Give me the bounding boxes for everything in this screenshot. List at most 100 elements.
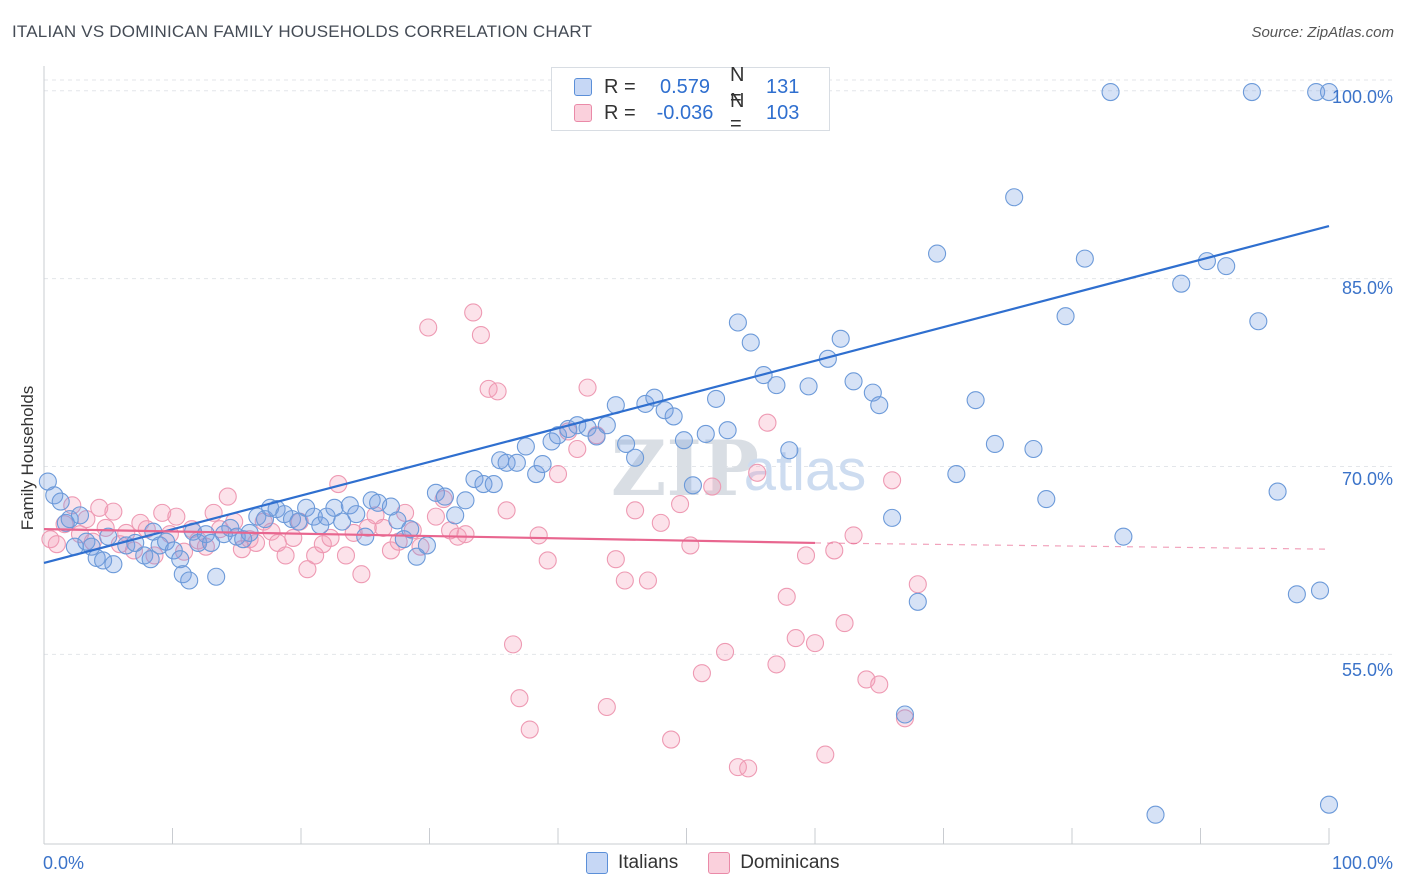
dominicans-point (471, 325, 490, 345)
italians-point (347, 505, 366, 524)
dominicans-point (835, 614, 854, 633)
n-label: N = (730, 64, 745, 109)
dominicans-point (825, 541, 844, 560)
dominicans-trend-line-extension (814, 542, 1330, 550)
watermark-zip: ZIP (611, 424, 759, 513)
r-label: R = (604, 101, 636, 124)
dominicans-point (568, 439, 587, 459)
italians-point (1024, 439, 1043, 459)
dominicans-point (538, 551, 557, 570)
italians-point (626, 448, 645, 467)
dominicans-point (298, 560, 317, 579)
source-label: Source: ZipAtlas.com (1251, 24, 1394, 41)
italians-point (928, 244, 947, 263)
n-value: 131 (766, 75, 800, 98)
chart-title: ITALIAN VS DOMINICAN FAMILY HOUSEHOLDS C… (12, 22, 593, 41)
dominicans-point (681, 536, 700, 555)
italians-point (844, 372, 863, 391)
stats-legend: R = 0.579 N = 131 R = -0.036 N = 103 (551, 64, 830, 135)
italians-point (741, 333, 760, 352)
grid-lines (44, 79, 1394, 655)
italians-point (333, 512, 352, 531)
italians-point (985, 434, 1004, 454)
italians-point (1249, 312, 1268, 331)
dominicans-point (456, 525, 475, 544)
dominicans-point (777, 587, 796, 606)
italians-point (484, 475, 503, 494)
italians-point (1319, 795, 1339, 814)
italians-point (141, 550, 160, 569)
dominicans-point (626, 501, 645, 520)
italians-point (388, 511, 407, 530)
italians-point (1037, 490, 1056, 509)
dominicans-point (389, 532, 408, 551)
italians-point (325, 498, 344, 517)
axes (43, 66, 1330, 845)
legend-row-italians: R = 0.579 N = 131 (574, 64, 800, 109)
watermark: ZIP atlas (611, 424, 866, 513)
dominicans-point (597, 697, 616, 717)
italians-point (60, 510, 79, 529)
legend-item-dominicans[interactable]: Dominicans (708, 852, 839, 874)
y-tick-label: 70.0% (1341, 469, 1393, 489)
dominicans-point (638, 571, 658, 590)
italians-point (908, 592, 927, 611)
italians-point (655, 401, 674, 420)
n-value: 103 (766, 101, 800, 124)
italians-point (707, 389, 726, 408)
italians-point (548, 426, 568, 445)
dominicans-point (870, 675, 889, 694)
dominicans-point (488, 382, 507, 401)
dominicans-point (218, 487, 237, 506)
dominicans-point (411, 537, 430, 556)
dominicans-point (748, 463, 767, 482)
dominicans-point (90, 498, 109, 517)
y-tick-label: 55.0% (1341, 660, 1393, 680)
italians-point (104, 555, 123, 574)
dominicans-point (615, 571, 634, 590)
italians-point (401, 520, 420, 539)
italians-point (516, 437, 535, 456)
dominicans-point (578, 378, 597, 397)
italians-point (1242, 82, 1261, 102)
italians-point (1172, 274, 1191, 293)
italians-point (171, 550, 190, 569)
italians-point (70, 506, 90, 525)
dominicans-point (529, 526, 548, 545)
italians-point (696, 424, 715, 444)
italians-point (94, 551, 113, 570)
dominicans-point (352, 565, 371, 584)
italians-point (180, 571, 199, 590)
r-label: R = (604, 75, 636, 98)
italians-point (407, 547, 426, 566)
italians-point (1307, 82, 1326, 102)
dominicans-point (374, 518, 393, 537)
legend-item-italians[interactable]: Italians (586, 852, 678, 874)
italians-point (780, 441, 799, 460)
italians-point (617, 434, 636, 454)
italians-point (497, 453, 516, 472)
dominicans-point (419, 318, 438, 337)
dominicans-point (464, 303, 483, 322)
dominicans-point (497, 501, 516, 520)
dominicans-point (104, 502, 123, 521)
italians-point (895, 705, 915, 724)
italians-point (1310, 581, 1330, 600)
dominicans-point (63, 496, 82, 515)
dominicans-point (548, 464, 568, 484)
dominicans-point (758, 413, 777, 432)
italians-point (1056, 307, 1075, 326)
dominicans-point (692, 664, 711, 683)
dominicans-point (805, 634, 825, 653)
italians-point (870, 396, 889, 415)
r-value: -0.036 (656, 101, 714, 124)
dominicans-trend-line (43, 528, 816, 545)
dominicans-point (671, 495, 690, 514)
r-value: 0.579 (659, 75, 711, 98)
dominicans-point (503, 635, 523, 654)
italians-point (51, 492, 70, 511)
series-legend: Italians Dominicans (586, 852, 869, 874)
italians-point (446, 506, 465, 525)
italians-point (718, 421, 737, 440)
italians-point (597, 416, 616, 435)
